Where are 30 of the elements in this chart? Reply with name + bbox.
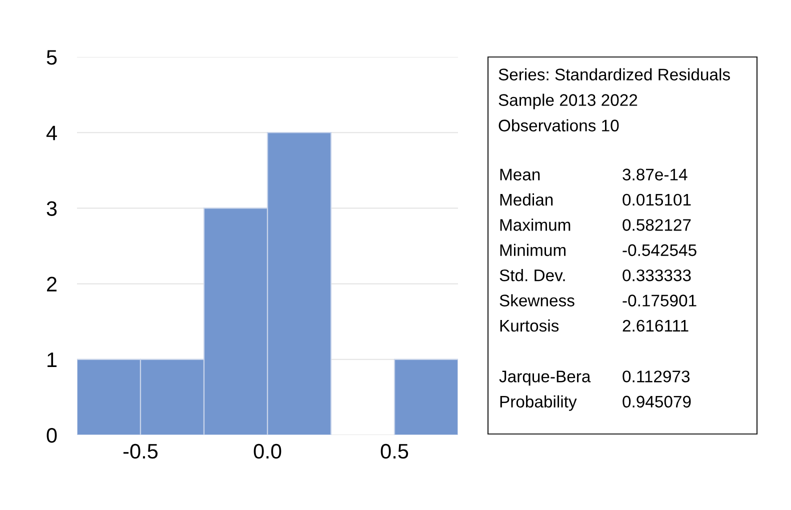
text: Jarque-Bera [499,370,591,386]
y-tick-label: 0 [46,428,57,443]
text: Minimum [500,244,566,256]
text: 0.945079 [622,396,691,408]
y-tick-label: 3 [46,201,57,216]
text: Std. Dev. [500,269,565,282]
text: 0.015101 [622,194,691,206]
text: 0.333333 [622,269,691,282]
y-tick-label: 4 [46,126,57,140]
text: Probability [500,395,577,411]
text: 2.616111 [622,320,688,332]
text: Kurtosis [500,319,559,332]
text: Skewness [500,294,574,306]
y-tick-label: 5 [46,50,57,65]
x-tick-label: 0.0 [254,444,282,459]
text: Series: Standardized Residuals [498,68,730,80]
text: Median [500,193,553,206]
text: Sample 2013 2022 [498,94,638,110]
text: 0.582127 [622,219,691,231]
y-tick-label: 2 [47,276,57,292]
y-tick-label: 1 [48,352,57,367]
text: Mean [500,168,540,180]
x-tick-label: 0.5 [380,444,408,459]
text: 0.112973 [622,370,690,382]
text: -0.175901 [622,294,696,306]
x-tick-label: -0.5 [123,444,158,459]
text: Observations 10 [498,119,619,132]
text: 3.87e-14 [622,168,688,180]
text: -0.542545 [622,244,696,256]
text: Maximum [500,218,570,231]
